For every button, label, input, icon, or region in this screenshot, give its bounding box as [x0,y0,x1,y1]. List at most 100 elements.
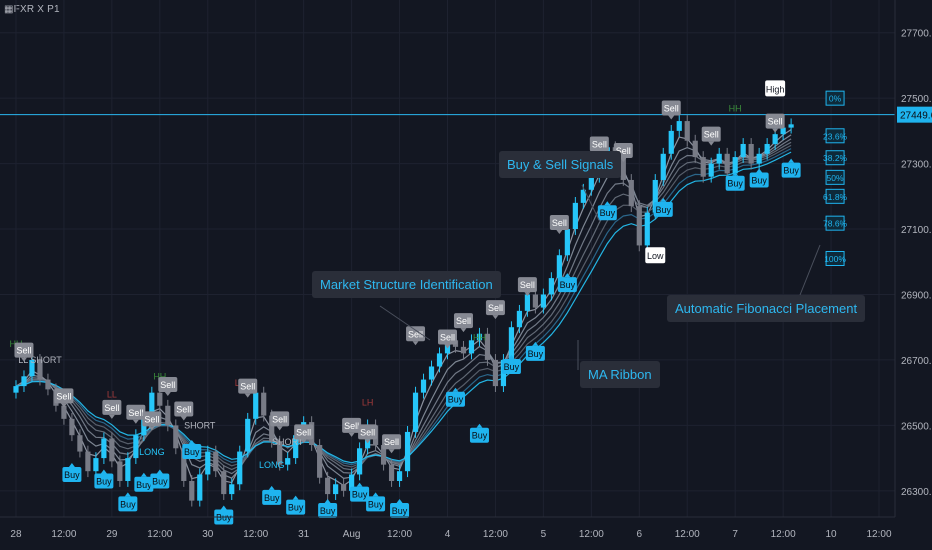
candle-body [181,448,187,482]
candle-body [93,458,99,472]
signal-label: Sell [296,427,311,437]
symbol-label[interactable]: ▦FXR X P1 [4,4,60,15]
signal-label: Sell [56,391,71,401]
x-tick-label: 29 [106,529,118,540]
signal-label: Sell [616,146,631,156]
signal-pointer [60,403,67,408]
sell-signal-tag [238,378,258,394]
buy-signal-tag [350,486,370,502]
candle-body [476,333,483,341]
buy-signal-tag [262,489,282,505]
fib-level-box [825,188,845,204]
candle-body [197,474,203,501]
candle-body [756,153,762,164]
candle-body [524,294,531,311]
signal-pointer [444,344,451,349]
candle-body [253,392,259,419]
signal-pointer [276,426,283,431]
candle-body [380,445,387,465]
signal-label: Buy [264,493,280,503]
candle-body [532,294,539,308]
candle-body [229,484,235,495]
sell-signal-tag [174,401,194,417]
candle-body [77,435,83,452]
fib-level-label: 50% [827,173,844,183]
candle-body [285,458,291,465]
candle-body [101,438,107,459]
fib-level-label: 78.6% [823,219,848,229]
structure-label: LL [107,390,117,400]
candle-body [660,153,666,180]
candle-body [652,179,658,213]
structure-label: SHORT [272,437,304,447]
signal-pointer [292,495,299,500]
fib-level-box [825,90,845,106]
signal-pointer [244,393,251,398]
fib-level-label: 23.6% [823,131,848,141]
signal-label: Buy [727,179,743,189]
fib-level-box [825,128,845,144]
candle-body [700,157,706,177]
candle-body [13,386,19,393]
candle-body [61,405,67,419]
candle-body [780,127,786,135]
signal-pointer [452,387,459,392]
x-tick-label: 4 [445,529,451,540]
signal-pointer [660,197,667,202]
signal-pointer [100,469,107,474]
signal-pointer [164,391,171,396]
sell-signal-tag [485,300,505,316]
candle-body [125,458,131,482]
signal-label: Buy [184,447,200,457]
signal-pointer [620,158,627,163]
signal-pointer [732,171,739,176]
candle-body [133,435,139,459]
candle-body [580,189,586,203]
buy-signal-tag [390,502,410,518]
buy-signal-tag [469,427,489,443]
buy-signal-tag [94,473,114,489]
signal-label: Sell [16,346,31,356]
signal-label: Sell [384,437,399,447]
candle-body [620,157,626,180]
candle-body [772,134,778,144]
x-tick-label: Aug [343,529,361,540]
candle-body [237,451,243,485]
signal-label: Sell [456,316,471,326]
candle-body [245,418,251,452]
signal-pointer [756,168,763,173]
last-price-label: 27449.6 [900,111,932,122]
signal-pointer [188,440,195,445]
candle-body [508,327,515,360]
signal-label: Sell [704,130,719,140]
signal-pointer [604,201,611,206]
candle-body [636,206,642,246]
candle-body [492,359,499,387]
signal-pointer [156,469,163,474]
fib-level-box [825,251,845,266]
candle-body [261,392,267,416]
signal-label: Buy [783,166,799,176]
signal-pointer [20,357,27,362]
candle-body [21,376,27,387]
signal-pointer [268,485,275,490]
signal-pointer [788,158,795,163]
fib-level-box [825,215,845,231]
buy-signal-tag [286,499,306,515]
x-tick-label: 6 [637,529,643,540]
candle-body [69,418,75,436]
candle-body [740,143,746,158]
x-tick-label: 10 [826,529,838,540]
sell-signal-tag [294,424,314,440]
signal-pointer [324,498,331,503]
sell-signal-tag [102,399,122,415]
candle-body [317,445,323,478]
buy-signal-tag [118,496,138,512]
signal-pointer [348,432,355,437]
structure-label: SHORT [184,421,216,431]
x-tick-label: 12:00 [483,529,508,540]
callout-pointer [799,244,821,296]
signals-layer: SellSellBuyBuySellBuySellBuySellBuySellS… [14,80,801,525]
